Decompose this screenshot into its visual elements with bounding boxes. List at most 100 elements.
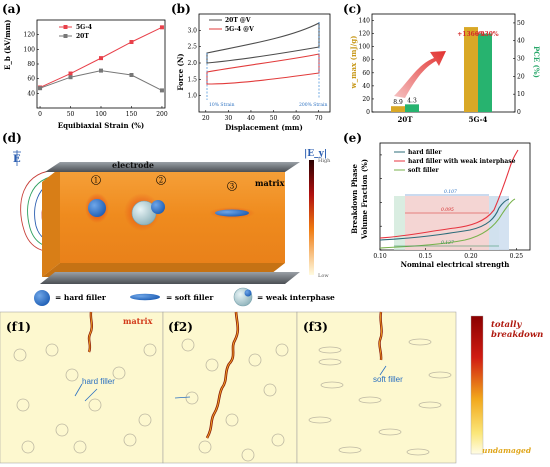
f2-filler-circle xyxy=(241,448,255,462)
c-rtick-label: 0 xyxy=(517,109,521,116)
a-point xyxy=(38,86,43,91)
c-rtick-label: 10 xyxy=(517,91,525,98)
panel-c-left-ticks: 0 20 40 60 80 100 120 140 xyxy=(359,18,374,116)
legend-e-weak: hard filler with weak interphase xyxy=(408,158,516,165)
c-rtick-label: 30 xyxy=(517,56,525,63)
c-value-label-0: 8.9 xyxy=(393,99,403,106)
a-xtick-label: 100 xyxy=(95,111,107,118)
hard-filler-sphere xyxy=(88,199,106,217)
a-point xyxy=(129,73,134,77)
gap-interphase: 0.095 xyxy=(441,207,454,213)
f2-filler-circle xyxy=(275,343,289,357)
f3-filler-ellipse xyxy=(320,381,344,389)
marker-1: 1 xyxy=(94,177,98,185)
e-xtick-label: 0.10 xyxy=(373,253,387,260)
b-ytick-label: 2.5 xyxy=(187,44,197,51)
colorbar-top-2: breakdown xyxy=(491,330,543,340)
panel-f3-label: (f3) xyxy=(303,320,328,334)
panel-f2-frame xyxy=(162,311,298,464)
panel-b-loops: 10% Strain 200% Strain xyxy=(206,22,327,108)
electrode-label: electrode xyxy=(112,160,154,170)
panel-b-xlabel: Displacement (mm) xyxy=(225,123,303,132)
b-xtick-label: 70 xyxy=(315,115,323,122)
f1-filler-circle xyxy=(55,423,69,437)
curve-soft-filler xyxy=(379,198,516,249)
c-ltick-label: 20 xyxy=(362,96,370,103)
legend-e-hard: hard filler xyxy=(408,149,442,156)
a-xtick-label: 0 xyxy=(38,111,42,118)
panel-a-label: (a) xyxy=(2,2,21,16)
hard-filler-core xyxy=(151,200,165,214)
panel-e-gaps: 0.107 0.095 0.127 xyxy=(394,189,499,247)
a-ytick-label: 40 xyxy=(27,90,35,97)
panel-e-curves xyxy=(379,149,519,249)
a-xtick-label: 150 xyxy=(126,111,138,118)
panel-a-frame xyxy=(36,19,166,109)
c-rtick-label: 50 xyxy=(517,20,525,27)
panel-e-label: (e) xyxy=(343,131,362,145)
f2-filler-circle xyxy=(181,338,195,352)
f1-filler-circle xyxy=(21,440,35,454)
panel-c-frame xyxy=(371,13,516,113)
panel-e-ticks: 0.10 0.15 0.20 0.25 xyxy=(373,154,523,260)
top-electrode xyxy=(45,162,300,172)
legend-5g4-vmax: 5G-4 @V xyxy=(225,26,254,33)
a-point xyxy=(68,71,73,76)
legend-soft-filler-icon xyxy=(130,293,160,301)
legend-interphase: = weak interphase xyxy=(257,293,335,302)
panel-f2-label: (f2) xyxy=(168,320,193,334)
f1-filler-circle xyxy=(73,440,87,454)
legend-marker-5g4 xyxy=(63,25,68,29)
f3-filler-ellipse xyxy=(338,446,362,454)
f1-filler-circle xyxy=(16,398,30,412)
f1-arrow xyxy=(84,388,98,402)
a-point xyxy=(159,25,164,30)
panel-e-ylabel-2: Volume Fraction (%) xyxy=(360,159,369,240)
c-bar-w_max-5G-4 xyxy=(464,27,478,112)
f1-filler-circle xyxy=(138,413,152,427)
b-ytick-label: 1.5 xyxy=(187,76,197,83)
c-rtick-label: 20 xyxy=(517,73,525,80)
panel-c-cat-20t: 20T xyxy=(398,115,414,124)
panel-a-legend: 5G-4 20T xyxy=(59,24,92,40)
curve-weak-interphase xyxy=(379,149,519,239)
a-series-line-1 xyxy=(39,70,163,91)
f3-filler-ellipse xyxy=(418,401,442,409)
panel-f1-frame xyxy=(0,311,164,464)
panel-b: (b) 1.0 1.5 2.0 2.5 3.0 20 30 40 50 60 70 10% Str… xyxy=(171,2,331,132)
f3-filler-ellipse xyxy=(378,428,402,436)
a-point xyxy=(129,40,134,44)
panel-c-ylabel-left: w_max (mJ/g) xyxy=(349,36,358,90)
legend-20t: 20T xyxy=(76,33,89,40)
b-ytick-label: 3.0 xyxy=(187,27,197,34)
panel-d-legend: = hard filler = soft filler = weak inter… xyxy=(34,287,335,307)
annot-high-strain: 200% Strain xyxy=(299,102,327,108)
panel-e-xlabel: Nominal electrical strength xyxy=(401,260,510,269)
panel-a-ylabel: E_b (kV/mm) xyxy=(3,20,12,70)
soft-filler-ellipse xyxy=(215,209,249,217)
c-bar-PCE-5G-4 xyxy=(478,33,492,112)
c-ltick-label: 40 xyxy=(362,83,370,90)
legend-hard-filler: = hard filler xyxy=(55,293,107,302)
a-point xyxy=(159,88,164,93)
f1-filler-circle xyxy=(123,433,137,447)
panel-c-right-ticks: 0 10 20 30 40 50 xyxy=(513,20,525,116)
matrix-side xyxy=(42,168,60,277)
c-ltick-label: 60 xyxy=(362,70,370,77)
panel-a-y-ticks: 40 60 80 100 120 xyxy=(24,32,39,97)
c-ltick-label: 140 xyxy=(359,18,371,25)
panel-a: (a) 40 60 80 100 120 0 50 100 150 200 E_b (kV/mm… xyxy=(2,2,168,130)
f3-fillers xyxy=(308,338,452,456)
panel-d-label: (d) xyxy=(2,131,22,145)
f3-filler-ellipse xyxy=(358,396,382,404)
f3-filler-ellipse xyxy=(308,416,332,424)
c-ltick-label: 100 xyxy=(359,44,371,51)
panel-e: (e) 0.10 0.15 0.20 0.25 0.107 0.095 0.127 h… xyxy=(343,131,531,269)
colorbar-top-1: totally xyxy=(491,320,522,330)
filler-numbers: 1 2 3 xyxy=(91,175,237,191)
gap-soft: 0.127 xyxy=(441,240,454,246)
f3-filler-ellipse xyxy=(428,371,452,379)
b-xtick-label: 60 xyxy=(292,115,300,122)
f3-soft-filler-label: soft filler xyxy=(373,375,403,384)
